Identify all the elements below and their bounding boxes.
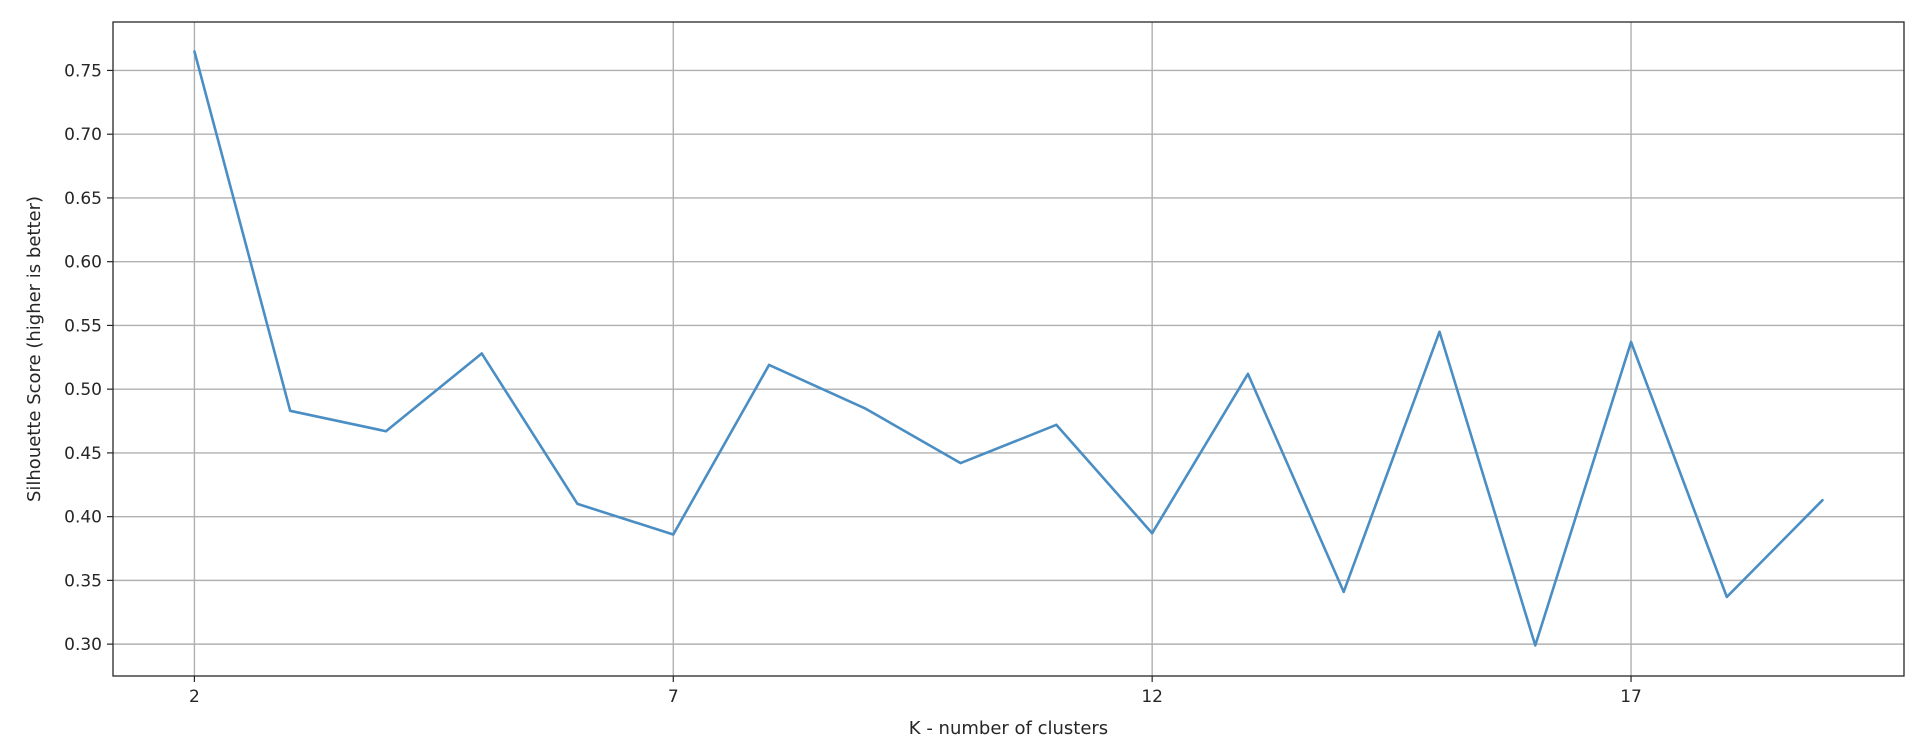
data-point [1055,423,1058,427]
x-tick-label: 12 [1141,687,1163,707]
y-tick-label: 0.40 [64,508,102,528]
y-tick-label: 0.70 [64,125,102,145]
data-point [1725,595,1729,599]
series-layer [193,50,1824,647]
data-point [1246,372,1250,376]
data-point [1629,340,1633,344]
x-tick-label: 17 [1620,687,1642,707]
data-point [384,430,388,433]
plot-frame [112,21,1905,677]
data-point [1150,532,1154,535]
data-point [767,363,771,367]
data-point [576,502,579,506]
data-point [863,407,867,410]
y-tick-label: 0.50 [64,380,102,400]
y-tick-label: 0.65 [64,189,102,209]
tick-layer: 0.30 0.35 0.40 0.45 0.50 0.55 0.60 0.65 0.70 0.75… [64,61,1642,707]
x-tick-label: 2 [189,687,200,707]
y-tick-label: 0.35 [64,571,102,591]
series-line [193,50,1824,647]
data-point [672,533,675,536]
y-tick-label: 0.30 [64,635,102,655]
data-point [288,409,292,413]
y-tick-label: 0.55 [64,316,102,336]
data-point [1534,644,1537,647]
y-tick-label: 0.75 [64,61,102,81]
y-tick-label: 0.60 [64,253,102,273]
x-axis-label: K - number of clusters [909,718,1108,739]
data-point [480,352,483,355]
data-point [1821,498,1824,502]
data-point [1438,330,1441,333]
grid-layer [113,22,1904,676]
x-tick-label: 7 [668,687,679,707]
data-point [193,50,196,53]
y-tick-label: 0.45 [64,444,102,464]
data-point [1342,590,1345,594]
data-point [959,461,962,465]
y-axis-label: Silhouette Score (higher is better) [24,196,45,502]
